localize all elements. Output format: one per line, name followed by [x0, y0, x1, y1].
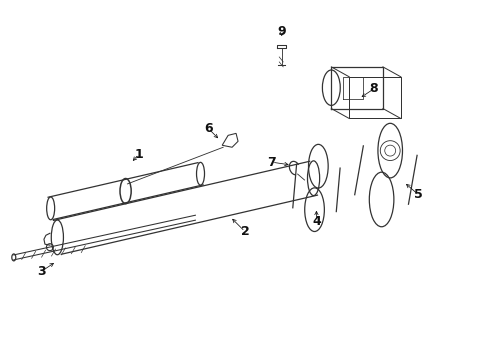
Text: 8: 8 — [369, 82, 378, 95]
Text: 3: 3 — [37, 265, 46, 278]
Text: 6: 6 — [204, 122, 213, 135]
Text: 9: 9 — [277, 24, 286, 38]
Text: 7: 7 — [268, 156, 276, 168]
Text: 2: 2 — [241, 225, 249, 238]
Text: 1: 1 — [134, 148, 143, 161]
Text: 4: 4 — [312, 215, 321, 228]
Text: 5: 5 — [414, 188, 423, 201]
